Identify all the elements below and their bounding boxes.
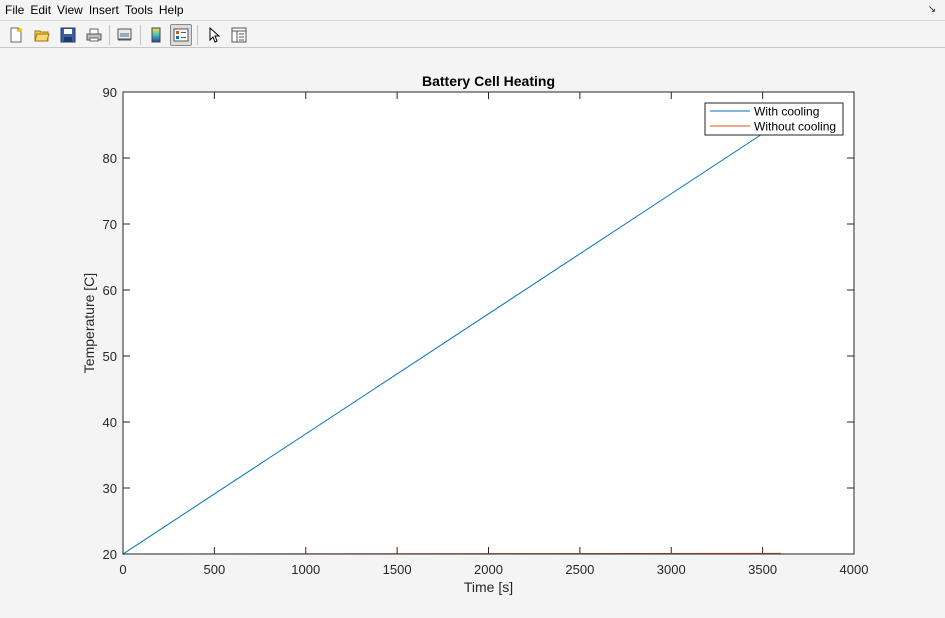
legend-label-with-cooling: With cooling [754, 105, 819, 119]
toolbar-separator [109, 25, 110, 45]
open-file-icon[interactable] [31, 24, 53, 46]
x-tick-label: 2500 [565, 562, 594, 577]
menu-insert[interactable]: Insert [88, 3, 119, 17]
colorbar-icon[interactable] [145, 24, 167, 46]
x-tick-label: 1000 [291, 562, 320, 577]
figure-toolbar [0, 20, 945, 48]
save-icon[interactable] [57, 24, 79, 46]
toolbar-separator [140, 25, 141, 45]
figure-canvas: 0 500 1000 1500 2000 2500 3000 3500 4000 20 30 40 50… [81, 73, 869, 595]
y-tick-label: 50 [103, 349, 117, 364]
y-axis-label: Temperature [C] [81, 273, 97, 373]
x-tick-label: 2000 [474, 562, 503, 577]
menu-edit[interactable]: Edit [30, 3, 52, 17]
print-icon[interactable] [83, 24, 105, 46]
edit-plot-arrow-icon[interactable] [203, 24, 225, 46]
new-figure-icon[interactable] [5, 24, 27, 46]
x-tick-label: 0 [119, 562, 126, 577]
x-tick-label: 500 [204, 562, 226, 577]
y-tick-label: 70 [103, 217, 117, 232]
property-inspector-icon[interactable] [228, 24, 250, 46]
x-tick-label: 1500 [383, 562, 412, 577]
axes-frame [122, 91, 855, 555]
legend-box[interactable] [704, 102, 844, 136]
y-tick-label: 40 [103, 415, 117, 430]
menu-file[interactable]: File [5, 3, 25, 17]
series-line-with-cooling[interactable] [122, 121, 782, 555]
y-tick-label: 30 [103, 481, 117, 496]
chart-title: Battery Cell Heating [422, 73, 555, 89]
menu-bar: File Edit View Insert Tools Help [0, 0, 945, 20]
x-tick-label: 3000 [657, 562, 686, 577]
menu-help[interactable]: Help [158, 3, 184, 17]
y-tick-label: 60 [103, 283, 117, 298]
x-tick-label: 3500 [748, 562, 777, 577]
x-axis-label: Time [s] [464, 579, 513, 595]
y-tick-label: 20 [103, 547, 117, 562]
menu-tools[interactable]: Tools [124, 3, 153, 17]
x-tick-label: 4000 [840, 562, 869, 577]
toolbar-separator [197, 25, 198, 45]
link-plot-icon[interactable] [114, 24, 136, 46]
tick-labels: 0 500 1000 1500 2000 2500 3000 3500 4000 20 30 40 50… [103, 85, 869, 577]
legend-icon[interactable] [170, 24, 192, 46]
y-tick-label: 80 [103, 151, 117, 166]
menu-view[interactable]: View [57, 3, 83, 17]
y-tick-label: 90 [103, 85, 117, 100]
axes-background[interactable] [123, 92, 854, 554]
legend-label-without-cooling: Without cooling [754, 120, 836, 134]
undock-icon[interactable]: ↘ [927, 4, 937, 15]
legend[interactable]: With cooling Without cooling [704, 102, 844, 136]
